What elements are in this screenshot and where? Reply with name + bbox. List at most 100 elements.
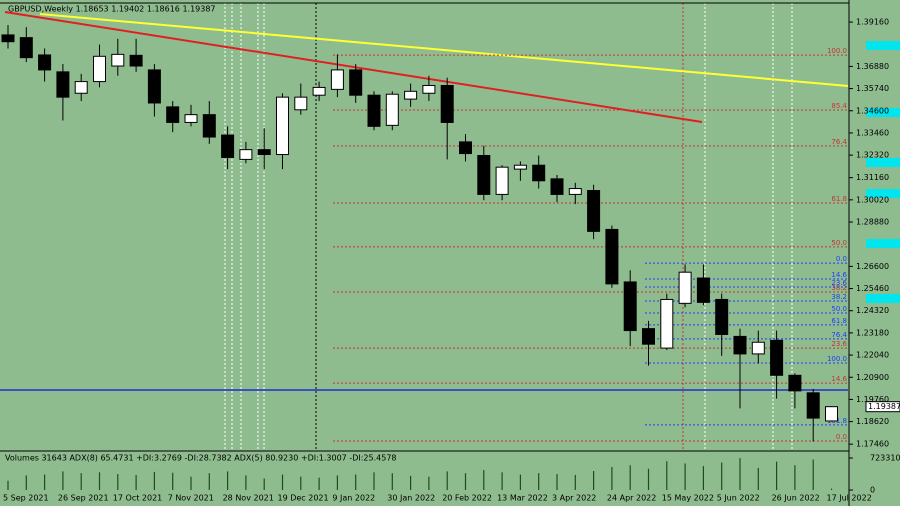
candle-body	[733, 335, 747, 355]
y-tick-label: 1.23180	[856, 328, 889, 337]
candle-body	[166, 106, 180, 123]
candle-body	[385, 93, 399, 126]
candle-body	[221, 134, 235, 158]
x-tick-label: 5 Jun 2022	[717, 494, 760, 503]
fib-label: 23.6	[831, 279, 847, 287]
candle-body	[93, 55, 106, 83]
candle-body	[294, 96, 308, 111]
candle-body	[422, 84, 436, 94]
level-box	[866, 189, 900, 198]
candle-body	[788, 374, 802, 392]
candle-body	[623, 281, 637, 332]
fib-label: 14.6	[831, 271, 847, 279]
chart-title: GBPUSD,Weekly 1.18653 1.19402 1.18616 1.…	[8, 5, 216, 14]
candle-body	[56, 71, 70, 98]
candle-body	[587, 190, 601, 232]
x-tick-label: 24 Apr 2022	[607, 494, 656, 503]
candle-body	[642, 328, 655, 345]
candle-body	[532, 164, 546, 182]
candle-body	[330, 69, 344, 90]
x-tick-label: 5 Sep 2021	[3, 494, 49, 503]
y-tick-label: 1.18620	[856, 417, 889, 426]
fib-label: 100.0	[827, 355, 847, 363]
candle-body	[459, 141, 472, 155]
fib-label: 0.0	[836, 433, 847, 441]
candle-body	[715, 298, 729, 335]
candle-body	[74, 81, 88, 94]
fib-label: 50.0	[831, 305, 847, 313]
fib-label: 38.2	[831, 284, 847, 292]
candle-body	[367, 94, 381, 127]
candle-body	[111, 53, 125, 67]
candle-body	[147, 69, 161, 104]
y-tick-label: 0	[870, 486, 875, 495]
candle-body	[38, 54, 52, 71]
y-tick-label: 1.31160	[856, 173, 889, 182]
fib-label: 61.8	[831, 317, 847, 325]
x-tick-label: 20 Feb 2022	[442, 494, 492, 503]
candle-body	[440, 84, 454, 123]
fib-label: 38.2	[831, 293, 847, 301]
fib-label: 76.4	[831, 331, 847, 339]
y-tick-label: 1.32320	[856, 151, 889, 160]
y-tick-label: 1.19760	[856, 395, 889, 404]
candle-body	[1, 34, 15, 43]
candle-body	[825, 406, 838, 422]
candle-body	[770, 339, 784, 376]
fib-label: 23.6	[831, 340, 847, 348]
level-box	[866, 108, 900, 117]
fib-label: 76.4	[831, 138, 847, 146]
level-box	[866, 239, 900, 248]
fib-label: 61.8	[831, 195, 847, 203]
y-tick-label: 1.35740	[856, 84, 889, 93]
y-tick-label: 1.17460	[856, 440, 889, 449]
fib-label: 50.0	[831, 239, 847, 247]
x-tick-label: 17 Oct 2021	[113, 494, 162, 503]
candle-body	[404, 90, 418, 100]
candle-body	[513, 164, 527, 170]
level-box	[866, 41, 900, 50]
candle-body	[660, 298, 674, 349]
candle-body	[202, 114, 216, 138]
x-tick-label: 19 Dec 2021	[278, 494, 329, 503]
y-tick-label: 723310	[870, 454, 900, 463]
y-tick-label: 1.36880	[856, 62, 889, 71]
x-tick-label: 3 Apr 2022	[552, 494, 596, 503]
candle-body	[19, 37, 33, 59]
candle-body	[605, 228, 619, 285]
y-tick-label: 1.33460	[856, 128, 889, 137]
y-tick-label: 1.20900	[856, 373, 889, 382]
candle-body	[495, 166, 509, 195]
x-tick-label: 17 Jul 2022	[827, 494, 872, 503]
fib-label: 100.0	[827, 47, 847, 55]
x-tick-label: 26 Jun 2022	[772, 494, 820, 503]
fib-label: 0.0	[836, 255, 847, 263]
x-tick-label: 28 Nov 2021	[223, 494, 274, 503]
candle-body	[568, 188, 582, 195]
candle-body	[239, 149, 253, 160]
candle-body	[806, 392, 820, 419]
candle-body	[678, 271, 692, 304]
candle-body	[550, 178, 564, 195]
y-tick-label: 1.39160	[856, 18, 889, 27]
candle-body	[349, 69, 363, 96]
y-tick-label: 1.26600	[856, 262, 889, 271]
trend-line	[4, 11, 703, 123]
volume-title: Volumes 31643 ADX(8) 65.4731 +DI:3.2769 …	[5, 454, 397, 463]
level-box	[866, 158, 900, 167]
trend-line	[39, 13, 849, 87]
level-box	[866, 294, 900, 303]
y-tick-label: 1.24320	[856, 306, 889, 315]
fib-label: 85.4	[831, 102, 847, 110]
candle-body	[129, 54, 143, 67]
candle-body	[276, 96, 289, 156]
fib-label: 14.6	[831, 375, 847, 383]
candle-body	[477, 155, 491, 195]
x-tick-label: 13 Mar 2022	[497, 494, 548, 503]
x-tick-label: 9 Jan 2022	[332, 494, 375, 503]
y-tick-label: 1.22040	[856, 351, 889, 360]
x-tick-label: 26 Sep 2021	[58, 494, 109, 503]
